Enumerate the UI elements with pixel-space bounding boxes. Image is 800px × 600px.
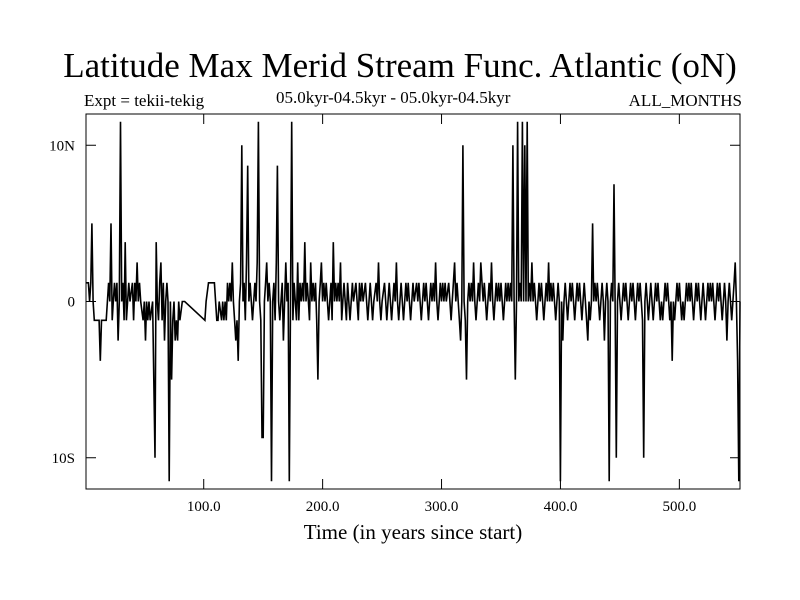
y-axis: 10N 0 10S [49,138,740,467]
y-tick-label: 10S [52,451,75,467]
x-tick-label: 500.0 [662,499,696,515]
x-tick-label: 100.0 [187,499,221,515]
x-tick-label: 400.0 [544,499,578,515]
x-tick-label: 200.0 [306,499,340,515]
experiment-label: Expt = tekii-tekig [84,91,205,110]
x-axis-label: Time (in years since start) [303,520,523,544]
series-line [86,121,741,482]
x-tick-label: 300.0 [425,499,459,515]
months-label: ALL_MONTHS [628,91,742,110]
y-tick-label: 10N [49,138,75,154]
y-tick-label: 0 [68,295,76,311]
x-axis: 100.0 200.0 300.0 400.0 500.0 [187,114,696,515]
period-label: 05.0kyr-04.5kyr - 05.0kyr-04.5kyr [276,88,511,107]
chart-title: Latitude Max Merid Stream Func. Atlantic… [63,46,737,85]
